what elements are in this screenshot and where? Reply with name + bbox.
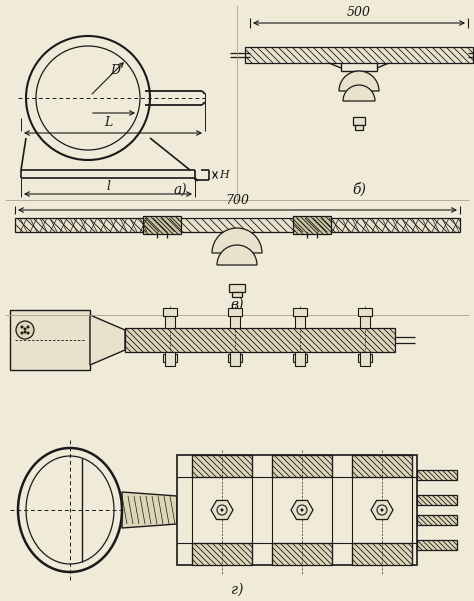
Polygon shape bbox=[122, 492, 177, 528]
Polygon shape bbox=[291, 501, 313, 519]
Bar bbox=[232, 292, 242, 297]
Bar bbox=[293, 308, 307, 316]
Bar bbox=[272, 543, 332, 565]
Bar bbox=[417, 470, 457, 480]
Circle shape bbox=[217, 505, 227, 515]
Text: г): г) bbox=[231, 583, 243, 597]
Bar bbox=[352, 455, 412, 477]
Bar bbox=[230, 314, 240, 328]
Bar bbox=[228, 354, 242, 362]
Text: б): б) bbox=[352, 183, 366, 197]
Bar bbox=[192, 543, 252, 565]
Bar bbox=[228, 308, 242, 316]
Polygon shape bbox=[211, 501, 233, 519]
Bar bbox=[272, 543, 332, 565]
Wedge shape bbox=[212, 228, 262, 253]
Bar bbox=[293, 354, 307, 362]
Bar bbox=[358, 308, 372, 316]
Text: L: L bbox=[104, 116, 112, 129]
Bar bbox=[352, 543, 412, 565]
Bar bbox=[353, 117, 365, 125]
Bar bbox=[245, 47, 473, 63]
Text: H: H bbox=[219, 170, 229, 180]
Bar bbox=[230, 352, 240, 366]
Bar bbox=[293, 216, 331, 234]
Bar bbox=[177, 455, 417, 565]
Bar bbox=[143, 216, 181, 234]
Bar bbox=[232, 241, 242, 253]
Text: l: l bbox=[106, 180, 110, 192]
Circle shape bbox=[381, 508, 383, 511]
Polygon shape bbox=[90, 315, 125, 365]
Text: а): а) bbox=[173, 183, 187, 197]
Bar bbox=[229, 284, 245, 292]
Text: D: D bbox=[110, 64, 120, 76]
Bar bbox=[355, 125, 363, 130]
Bar bbox=[165, 352, 175, 366]
Bar bbox=[417, 540, 457, 550]
Bar bbox=[417, 515, 457, 525]
Bar bbox=[272, 455, 332, 477]
Bar bbox=[163, 354, 177, 362]
Bar bbox=[417, 470, 457, 480]
Bar bbox=[165, 314, 175, 328]
Bar bbox=[125, 328, 395, 352]
Circle shape bbox=[301, 508, 303, 511]
Bar bbox=[417, 515, 457, 525]
Wedge shape bbox=[339, 71, 379, 91]
Bar bbox=[15, 218, 460, 232]
Bar bbox=[295, 314, 305, 328]
Bar bbox=[272, 455, 332, 477]
Bar bbox=[163, 308, 177, 316]
Circle shape bbox=[20, 326, 24, 329]
Circle shape bbox=[27, 326, 29, 329]
Bar bbox=[295, 352, 305, 366]
Circle shape bbox=[24, 331, 27, 334]
Wedge shape bbox=[343, 85, 375, 101]
Bar bbox=[417, 495, 457, 505]
Bar bbox=[354, 79, 364, 91]
Bar bbox=[360, 314, 370, 328]
Bar bbox=[192, 455, 252, 477]
Bar bbox=[417, 495, 457, 505]
Circle shape bbox=[220, 508, 224, 511]
Circle shape bbox=[297, 505, 307, 515]
Circle shape bbox=[20, 332, 24, 335]
Bar bbox=[352, 543, 412, 565]
Wedge shape bbox=[217, 245, 257, 265]
Bar bbox=[229, 232, 245, 241]
Bar bbox=[192, 543, 252, 565]
Circle shape bbox=[377, 505, 387, 515]
Bar bbox=[192, 455, 252, 477]
Bar bbox=[15, 218, 460, 232]
Bar bbox=[245, 47, 473, 63]
Bar bbox=[10, 310, 90, 370]
Bar bbox=[360, 352, 370, 366]
Bar bbox=[125, 328, 395, 352]
Bar bbox=[417, 540, 457, 550]
Text: в): в) bbox=[230, 298, 244, 312]
Bar bbox=[352, 71, 366, 79]
Bar bbox=[293, 216, 331, 234]
Text: 500: 500 bbox=[347, 7, 371, 19]
Circle shape bbox=[27, 332, 29, 335]
Bar bbox=[352, 455, 412, 477]
Polygon shape bbox=[371, 501, 393, 519]
Bar bbox=[143, 216, 181, 234]
Bar bbox=[358, 354, 372, 362]
Circle shape bbox=[24, 328, 27, 331]
Text: 700: 700 bbox=[226, 194, 249, 207]
Circle shape bbox=[16, 321, 34, 339]
